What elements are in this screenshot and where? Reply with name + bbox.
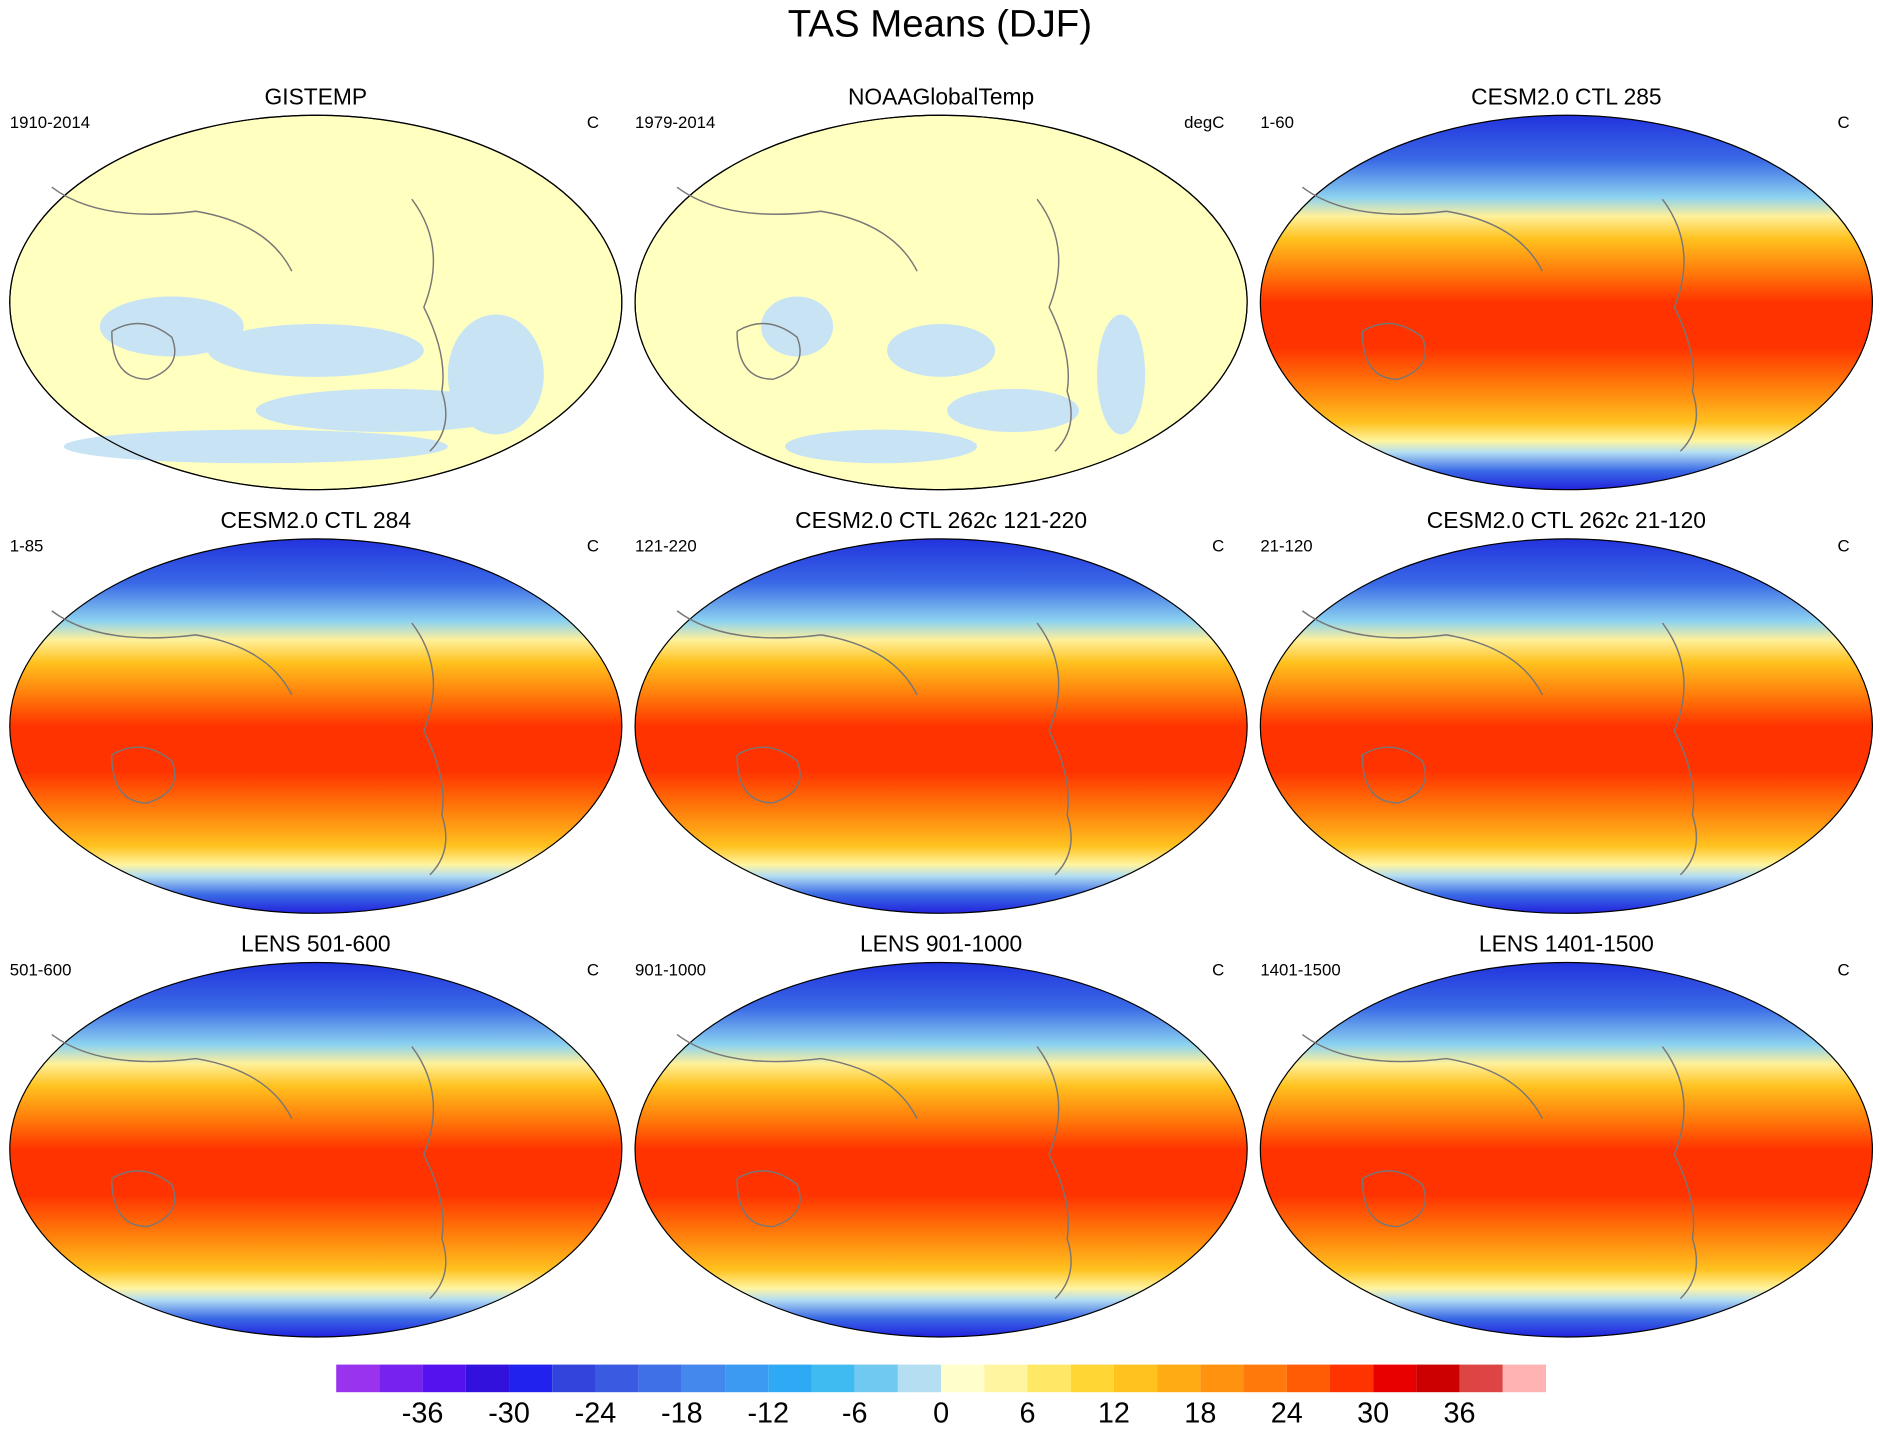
panel-left-label: 501-600 [10, 960, 72, 979]
panel-title: LENS 1401-1500 [1479, 931, 1654, 957]
coastline [676, 186, 1072, 452]
map-border [9, 114, 623, 491]
map-anomaly [761, 296, 834, 357]
colorbar-tick-label: -12 [747, 1398, 789, 1430]
colorbar-tick-label: 18 [1184, 1398, 1216, 1430]
colorbar-box [336, 1364, 380, 1393]
colorbar-box [422, 1364, 466, 1393]
colorbar-box [941, 1364, 985, 1393]
colorbar-box [552, 1364, 596, 1393]
map-anomaly [447, 314, 544, 435]
colorbar-box [1286, 1364, 1330, 1393]
colorbar-box [1243, 1364, 1287, 1393]
colorbar-box [1027, 1364, 1071, 1393]
colorbar-box [725, 1364, 769, 1393]
panel-unit-label: C [587, 537, 599, 556]
panel-left-label: 1-60 [1260, 113, 1294, 132]
map-border [634, 114, 1248, 491]
panel-title: CESM2.0 CTL 262c 21-120 [1427, 507, 1706, 533]
map-anomaly [99, 296, 244, 357]
panel-title: GISTEMP [265, 83, 368, 109]
colorbar-box [1502, 1364, 1546, 1393]
map-anomaly [947, 388, 1080, 433]
coastline [676, 610, 1072, 876]
colorbar-box [1113, 1364, 1158, 1393]
colorbar-box [1200, 1364, 1244, 1393]
figure-title: TAS Means (DJF) [788, 3, 1092, 46]
map-field [1259, 114, 1874, 491]
colorbar-box [1416, 1364, 1460, 1393]
panel-left-label: 21-120 [1260, 537, 1312, 556]
panel-left-label: 1910-2014 [10, 113, 90, 132]
colorbar-tick-label: 12 [1098, 1398, 1130, 1430]
panel-unit-label: C [587, 113, 599, 132]
colorbar-tick-label: 24 [1271, 1398, 1303, 1430]
colorbar-box [984, 1364, 1028, 1393]
panel-left-label: 901-1000 [635, 960, 706, 979]
colorbar-box [681, 1364, 726, 1393]
colorbar-tick-label: 6 [1020, 1398, 1036, 1430]
coastline [676, 1033, 1072, 1300]
map-anomaly [63, 429, 448, 464]
panel-unit-label: C [1837, 113, 1849, 132]
panel-left-label: 121-220 [635, 537, 697, 556]
panel-unit-label: C [1837, 537, 1849, 556]
colorbar-box [465, 1364, 510, 1393]
panel-unit-label: degC [1184, 113, 1224, 132]
map-field [634, 961, 1248, 1338]
colorbar-box [509, 1364, 553, 1393]
panel-left-label: 1-85 [10, 537, 44, 556]
colorbar-box [1157, 1364, 1201, 1393]
colorbar-box [811, 1364, 855, 1393]
colorbar-tick-label: 36 [1444, 1398, 1476, 1430]
panel-unit-label: C [1837, 960, 1849, 979]
colorbar-tick-label: -18 [661, 1398, 703, 1430]
colorbar-box [1329, 1364, 1374, 1393]
colorbar-box [1373, 1364, 1417, 1393]
colorbar-tick-label: -30 [488, 1398, 530, 1430]
panel-unit-label: C [1212, 537, 1224, 556]
panel-title: CESM2.0 CTL 284 [221, 507, 412, 533]
colorbar-tick-label: -36 [402, 1398, 444, 1430]
map-field [9, 538, 623, 914]
colorbar-tick-label: -6 [842, 1398, 868, 1430]
colorbar-box [638, 1364, 682, 1393]
map-anomaly [1097, 314, 1146, 435]
map-field [1259, 538, 1874, 914]
coastline [1301, 1033, 1698, 1300]
panel-left-label: 1979-2014 [635, 113, 715, 132]
map-field [1259, 961, 1874, 1338]
colorbar-box [897, 1364, 942, 1393]
map-field [9, 961, 623, 1338]
panel-title: LENS 901-1000 [860, 931, 1022, 957]
colorbar-tick-label: 30 [1357, 1398, 1389, 1430]
colorbar-box [1070, 1364, 1114, 1393]
panel-unit-label: C [1212, 960, 1224, 979]
map-field [634, 538, 1248, 914]
coastline [51, 1033, 447, 1300]
map-anomaly [785, 429, 978, 464]
colorbar-box [768, 1364, 812, 1393]
coastline [1301, 186, 1698, 452]
panel-title: CESM2.0 CTL 285 [1471, 83, 1661, 109]
panel-left-label: 1401-1500 [1260, 960, 1340, 979]
colorbar-tick-label: 0 [933, 1398, 949, 1430]
colorbar-box [1459, 1364, 1503, 1393]
map-anomaly [207, 324, 424, 377]
coastline [51, 610, 447, 876]
panel-title: LENS 501-600 [241, 931, 391, 957]
colorbar-tick-label: -24 [575, 1398, 617, 1430]
coastline [1301, 610, 1698, 876]
map-anomaly [887, 324, 996, 377]
panel-unit-label: C [587, 960, 599, 979]
colorbar-box [854, 1364, 898, 1393]
panel-title: NOAAGlobalTemp [848, 83, 1034, 109]
colorbar-box [595, 1364, 639, 1393]
coastline [51, 186, 447, 452]
panel-title: CESM2.0 CTL 262c 121-220 [795, 507, 1087, 533]
colorbar-box [379, 1364, 423, 1393]
